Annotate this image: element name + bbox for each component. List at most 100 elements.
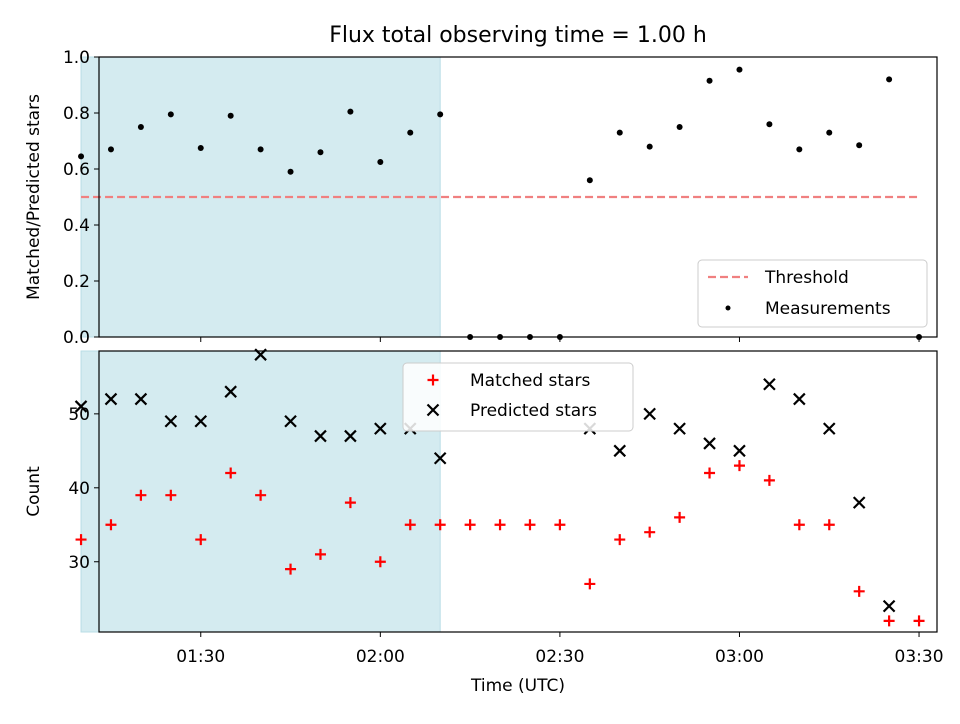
matched-stars-point	[285, 563, 297, 575]
x-axis-label: Time (UTC)	[470, 676, 565, 696]
predicted-stars-point	[793, 392, 806, 406]
x-tick-label: 02:00	[356, 647, 405, 667]
measurements-point	[796, 146, 803, 153]
matched-stars-point	[75, 534, 87, 546]
measurements-point	[616, 129, 623, 136]
matched-stars-point	[195, 534, 207, 546]
predicted-stars-point	[882, 599, 896, 613]
predicted-stars-point	[433, 451, 447, 465]
matched-stars-point	[225, 467, 237, 479]
legend-threshold-label: Threshold	[764, 268, 849, 288]
measurements-point	[137, 124, 144, 130]
matched-stars-point	[314, 548, 326, 560]
axes-frame	[98, 350, 938, 633]
predicted-stars-point	[733, 444, 746, 458]
measurements-point	[167, 111, 174, 118]
matched-stars-point	[823, 519, 835, 531]
matched-stars-point	[704, 467, 716, 479]
matched-stars-point	[255, 489, 267, 501]
predicted-stars-point	[104, 392, 118, 406]
measurements-point	[287, 168, 294, 175]
legend-matched-label: Matched stars	[470, 371, 590, 391]
matched-stars-point	[344, 497, 356, 509]
predicted-stars-point	[822, 422, 836, 435]
predicted-stars-point	[224, 385, 237, 398]
matched-stars-point	[763, 474, 775, 486]
y-tick-label: 50	[68, 405, 90, 425]
matched-stars-point	[135, 489, 147, 501]
legend-predicted-label: Predicted stars	[470, 401, 597, 421]
measurements-point	[107, 146, 114, 153]
y-tick-label: 0.4	[63, 216, 90, 236]
measurements-point	[886, 76, 893, 83]
y-axis-label: Matched/Predicted stars	[24, 94, 44, 300]
matched-stars-point	[434, 519, 446, 531]
legend: Matched stars Predicted stars	[402, 362, 634, 432]
predicted-stars-point	[703, 437, 716, 450]
predicted-stars-point	[344, 429, 357, 443]
matched-stars-point	[853, 585, 865, 597]
measurements-point	[257, 146, 264, 153]
x-tick-label: 03:00	[715, 647, 764, 667]
matched-stars-point	[883, 615, 895, 627]
matched-stars-point	[494, 519, 506, 531]
measurements-point	[766, 121, 773, 128]
y-tick-label: 0.0	[63, 328, 90, 348]
top-panel: 0.0 0.2 0.4 0.6 0.8 1.0 Matched/Predicted star…	[24, 48, 938, 348]
x-tick-label: 02:30	[535, 647, 584, 667]
matched-stars-point	[793, 519, 805, 531]
measurements-point	[197, 145, 204, 151]
predicted-stars-point	[673, 422, 686, 435]
y-tick-label: 0.8	[63, 104, 90, 124]
predicted-stars-point	[134, 392, 148, 406]
measurements-point	[646, 143, 653, 150]
x-tick-label: 03:30	[895, 647, 944, 667]
predicted-stars-point	[194, 414, 208, 428]
matched-stars-point	[584, 578, 596, 590]
matched-stars-point	[524, 519, 536, 531]
axes-frame	[98, 56, 938, 338]
predicted-stars-point	[314, 429, 327, 443]
measurements-point	[78, 153, 85, 160]
y-tick-label: 30	[68, 553, 90, 573]
shaded-span	[80, 56, 441, 338]
matched-stars-point	[733, 460, 745, 472]
measurements-point	[706, 77, 713, 84]
figure-title: Flux total observing time = 1.00 h	[329, 23, 707, 48]
measurements-point	[227, 112, 234, 119]
measurements-point	[676, 124, 683, 130]
matched-stars-point	[165, 489, 177, 501]
measurements-point	[856, 142, 863, 149]
legend-box	[402, 362, 634, 432]
bottom-panel: 30 40 50 01:30 02:00 02:30 03:00 03:30 Count Time…	[24, 348, 944, 696]
measurements-point	[736, 66, 743, 73]
matched-stars-point	[614, 534, 626, 546]
legend-predicted-swatch	[426, 403, 440, 417]
measurements-point	[317, 149, 324, 156]
y-tick-label: 0.6	[63, 160, 90, 180]
measurements-point	[347, 108, 354, 115]
measurements-point	[586, 177, 593, 184]
legend: Threshold Measurements	[697, 259, 928, 328]
legend-box	[697, 259, 928, 328]
y-tick-label: 1.0	[63, 48, 90, 68]
predicted-stars-point	[374, 422, 387, 435]
matched-stars-point	[105, 519, 117, 531]
predicted-stars-point	[613, 444, 627, 458]
matched-stars-point	[374, 556, 386, 568]
predicted-stars-point	[284, 414, 297, 428]
measurements-point	[826, 129, 833, 136]
y-axis-label: Count	[24, 466, 44, 517]
predicted-stars-point	[763, 377, 776, 391]
x-tick-label: 01:30	[176, 647, 225, 667]
predicted-stars-point	[643, 407, 656, 421]
matched-stars-point	[913, 615, 925, 627]
measurements-point	[377, 159, 384, 165]
predicted-stars-point	[74, 400, 88, 413]
measurements-point	[437, 111, 444, 118]
y-tick-label: 0.2	[63, 272, 90, 292]
measurements-point	[407, 129, 414, 136]
legend-measurements-label: Measurements	[765, 299, 891, 319]
legend-matched-swatch	[427, 374, 439, 386]
